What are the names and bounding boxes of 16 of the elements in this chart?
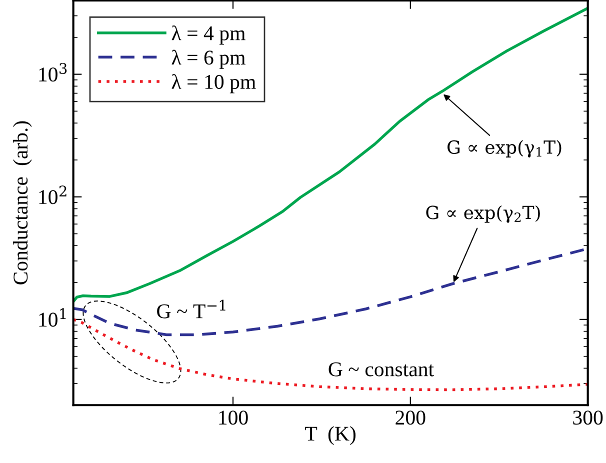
legend-label: λ = 4 pm — [172, 25, 246, 45]
legend-label: λ = 6 pm — [172, 50, 246, 69]
x-tick-label: 100 — [219, 410, 248, 425]
x-tick-label: 200 — [396, 410, 426, 425]
x-tick-label: 300 — [573, 410, 603, 425]
y-axis-title: Conductance (arb.) — [12, 121, 32, 284]
x-axis-title: T (K) — [305, 426, 356, 445]
annotation: G ~ T$^{−1}$ — [157, 300, 226, 318]
y-tick-label: 10$^{1}$ — [39, 308, 66, 327]
line-series — [73, 318, 588, 392]
annotation: G ∝ exp(γ$_{2}$T) — [426, 205, 540, 223]
y-tick-label: 10$^{3}$ — [39, 62, 67, 82]
legend-label: λ = 10 pm — [172, 74, 256, 94]
annotation: G ~ constant — [328, 362, 434, 376]
annotation: G ∝ exp(γ$_{1}$T) — [448, 140, 562, 158]
y-tick-label: 10$^{2}$ — [39, 186, 66, 204]
